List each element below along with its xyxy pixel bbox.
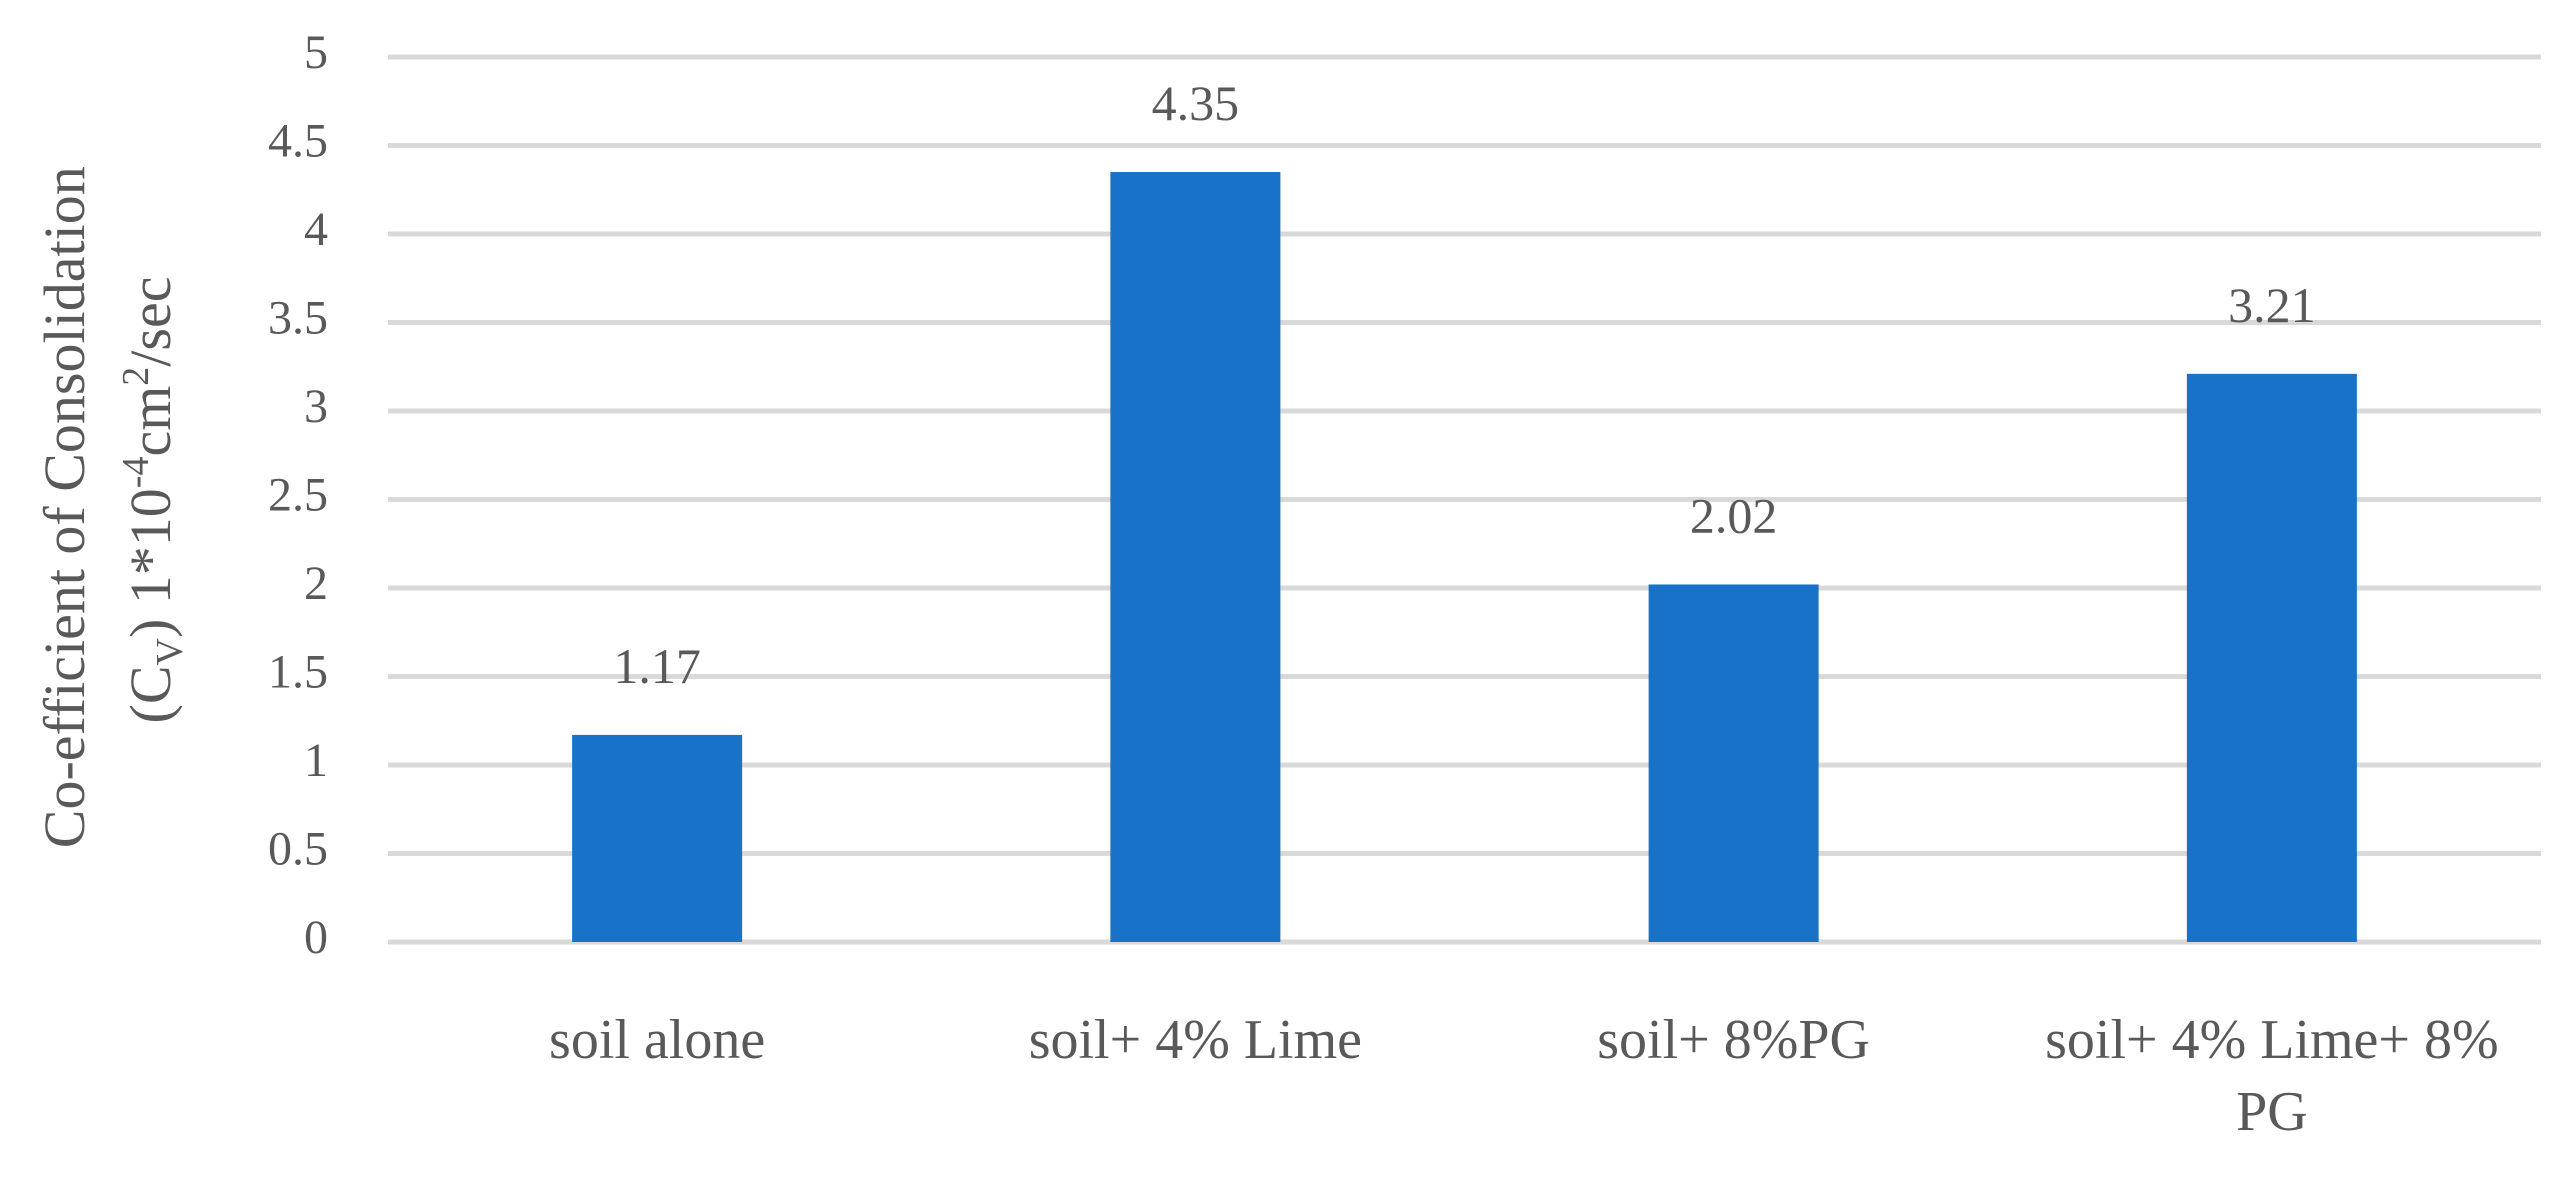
y-tick-label: 2.5 [268,469,328,522]
y-axis-label: Co-efficient of Consolidation (CV) 1*10-… [32,152,191,848]
y-axis-label-sub: V [149,637,191,665]
data-label: 4.35 [1152,75,1240,131]
data-label: 2.02 [1690,487,1778,543]
x-tick-label: soil+ 8%PG [1597,1009,1870,1071]
x-tick-label: soil+ 4% Lime+ 8% PG [2045,1009,2499,1143]
y-tick-label: 2 [304,557,328,610]
y-axis-label-line: Co-efficient of Consolidation [32,166,97,848]
y-tick-label: 0 [304,911,328,964]
bar [572,734,743,942]
data-label: 1.17 [613,638,701,694]
y-tick-label: 0.5 [268,823,328,876]
y-axis-label-part: /sec [118,277,183,367]
bar [2186,373,2357,943]
y-axis-label-part: (C [118,665,183,723]
y-axis-label-part: ) 1*10 [118,488,183,638]
y-tick-label: 3 [304,380,328,433]
y-axis-label-sup: -4 [115,457,157,489]
y-tick-label: 4 [304,203,328,256]
x-tick-label: soil alone [549,1009,766,1071]
bar [1648,584,1819,942]
x-tick-label: soil+ 4% Lime [1028,1009,1363,1071]
y-tick-label: 1 [304,734,328,787]
y-axis-label-sup: 2 [115,367,157,386]
y-tick-label: 5 [304,26,328,79]
y-tick-label: 1.5 [268,646,328,699]
data-label: 3.21 [2228,277,2316,333]
bar [1110,172,1281,943]
y-tick-label: 4.5 [268,115,328,168]
y-tick-label: 3.5 [268,292,328,345]
y-axis-label-part: cm [118,386,183,457]
